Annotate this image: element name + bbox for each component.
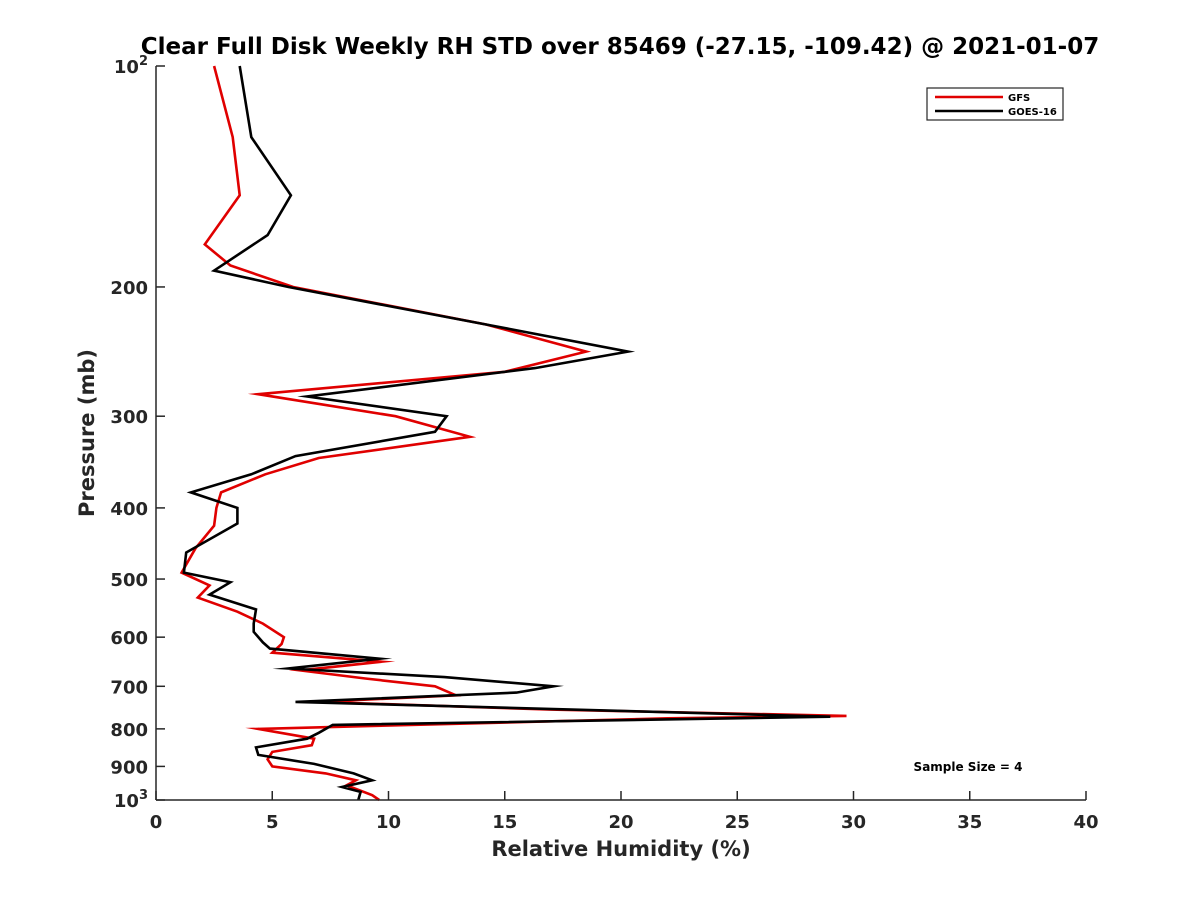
y-axis-label: Pressure (mb) (75, 349, 99, 517)
x-axis-label: Relative Humidity (%) (491, 837, 750, 861)
y-tick-label: 500 (110, 570, 148, 591)
x-tick-label: 0 (150, 812, 163, 833)
y-tick-label: 900 (110, 757, 148, 778)
y-tick-label: 300 (110, 407, 148, 428)
series-layer (179, 65, 847, 802)
x-tick-label: 10 (376, 812, 401, 833)
y-tick-label: 103 (114, 788, 148, 812)
legend-label: GFS (1008, 93, 1030, 104)
y-tick-label: 200 (110, 278, 148, 299)
y-tick-label: 800 (110, 720, 148, 741)
y-tick-label: 600 (110, 628, 148, 649)
y-tick-label-exponent: 2 (139, 54, 148, 69)
y-tick-label: 700 (110, 677, 148, 698)
legend-label: GOES-16 (1008, 107, 1057, 118)
y-tick-label: 102 (114, 54, 148, 78)
x-tick-label: 5 (266, 812, 279, 833)
x-tick-label: 25 (725, 812, 750, 833)
chart-title: Clear Full Disk Weekly RH STD over 85469… (141, 34, 1099, 60)
x-tick-label: 30 (841, 812, 866, 833)
x-tick-label: 40 (1073, 812, 1098, 833)
y-tick-label-base: 10 (114, 57, 139, 78)
legend-box (926, 87, 1064, 121)
x-tick-label: 20 (608, 812, 633, 833)
legend: GFS GOES-16 (926, 87, 1064, 121)
y-tick-label: 400 (110, 499, 148, 520)
y-tick-label-exponent: 3 (139, 788, 148, 803)
y-tick-label-base: 10 (114, 791, 139, 812)
series-line-goes-16 (182, 65, 831, 801)
plot-area: 0 5 10 15 20 25 30 35 40 10220030040050060070080… (110, 54, 1098, 833)
x-ticks: 0 5 10 15 20 25 30 35 40 (150, 791, 1099, 833)
x-tick-label: 35 (957, 812, 982, 833)
series-line-gfs (179, 65, 847, 802)
x-tick-label: 15 (492, 812, 517, 833)
sample-size-annotation: Sample Size = 4 (914, 760, 1023, 774)
